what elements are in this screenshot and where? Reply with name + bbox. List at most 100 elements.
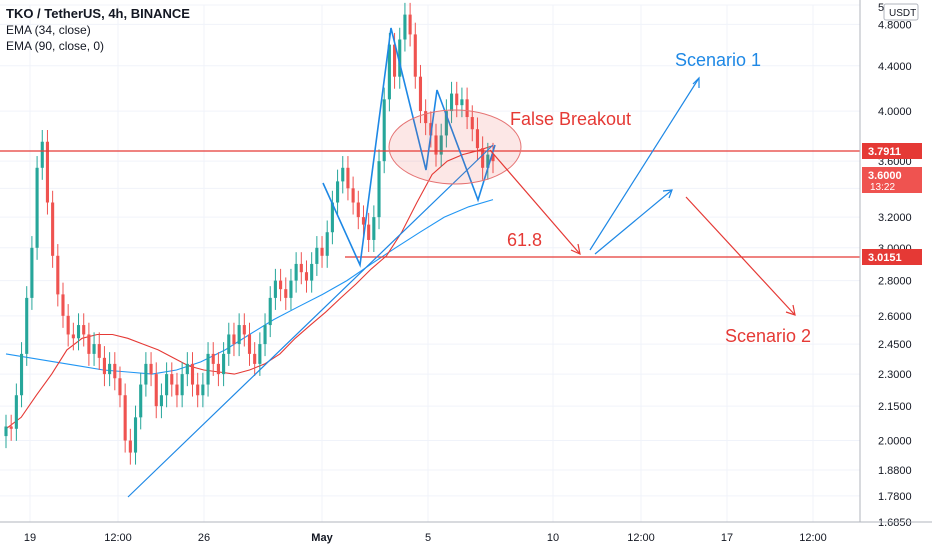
candle-up — [14, 395, 18, 429]
candle-up — [201, 384, 205, 396]
currency-badge[interactable] — [883, 3, 919, 21]
candle-up — [377, 161, 381, 218]
candle-up — [439, 135, 443, 155]
candle-up — [144, 363, 148, 385]
candle-up — [30, 247, 34, 298]
candle-up — [258, 344, 262, 364]
false-breakout-label: False Breakout — [510, 109, 631, 129]
candle-down — [9, 426, 13, 429]
ema34-line — [5, 145, 494, 430]
candle-up — [227, 334, 231, 354]
candle-down — [102, 357, 106, 375]
candle-up — [273, 280, 277, 298]
candle-down — [247, 334, 252, 354]
y-tick-label: 4.8000 — [878, 19, 912, 31]
candle-down — [434, 135, 438, 155]
candle-up — [341, 167, 345, 182]
x-tick-label: 17 — [721, 532, 733, 544]
candle-down — [393, 44, 397, 77]
candle-up — [372, 217, 376, 240]
x-tick-label: 12:00 — [627, 532, 655, 544]
y-tick-label: 4.0000 — [878, 106, 912, 118]
candle-up — [237, 325, 241, 345]
y-tick-label: 2.4500 — [878, 339, 912, 351]
candle-up — [76, 325, 81, 339]
arrowhead-scenario2 — [785, 304, 796, 316]
legend-ema34[interactable]: EMA (34, close) — [6, 23, 91, 37]
y-tick-label: 2.1500 — [878, 401, 912, 413]
resistance-tag-label: 3.7911 — [868, 146, 901, 158]
candle-down — [351, 188, 355, 203]
candle-down — [253, 353, 257, 364]
candle-down — [367, 224, 371, 240]
scenario2-arrow[interactable] — [685, 196, 796, 316]
countdown-label: 13:22 — [870, 182, 895, 193]
zigzag-pattern[interactable] — [322, 27, 496, 268]
candle-up — [444, 111, 448, 136]
trendline-lower[interactable] — [127, 144, 494, 498]
candle-up — [325, 232, 329, 256]
resistance-tag — [862, 143, 922, 159]
candle-down — [190, 363, 195, 385]
legend-title[interactable]: TKO / TetherUS, 4h, BINANCE — [6, 6, 190, 21]
candle-up — [25, 297, 29, 354]
candle-down — [408, 14, 412, 35]
candle-up — [403, 14, 407, 40]
candle-up — [206, 353, 210, 385]
last-price-tag-label: 3.6000 — [868, 170, 902, 182]
candle-up — [460, 99, 464, 106]
candle-up — [268, 297, 272, 326]
candle-down — [170, 374, 174, 385]
candle-down — [149, 363, 153, 375]
candle-up — [180, 374, 184, 396]
candle-down — [455, 93, 459, 106]
candle-down — [320, 247, 324, 256]
support-tag — [862, 249, 922, 265]
candle-down — [211, 353, 215, 364]
candle-down — [61, 294, 65, 316]
false-breakout-ellipse[interactable] — [388, 109, 522, 185]
candle-up — [165, 374, 169, 396]
candle-down — [284, 289, 288, 298]
candle-down — [196, 384, 200, 396]
candle-down — [82, 325, 86, 335]
candle-down — [216, 363, 220, 375]
candle-down — [465, 99, 469, 118]
scenario1-arrow-short[interactable] — [594, 189, 673, 255]
candle-down — [491, 154, 495, 162]
candle-down — [418, 76, 423, 112]
candle-up — [263, 325, 267, 345]
y-tick-label: 1.8800 — [878, 465, 912, 477]
candle-up — [387, 44, 391, 100]
candle-down — [232, 334, 236, 345]
candle-up — [185, 363, 189, 375]
candle-down — [123, 395, 127, 441]
scenario2-label: Scenario 2 — [725, 326, 811, 346]
candle-up — [310, 263, 314, 281]
candle-down — [242, 325, 246, 335]
candle-down — [118, 378, 122, 396]
candle-up — [4, 426, 8, 437]
candle-down — [481, 148, 485, 168]
projection-down-arrow[interactable] — [489, 149, 581, 255]
legend-ema90[interactable]: EMA (90, close, 0) — [6, 39, 105, 53]
candle-down — [175, 384, 179, 396]
y-tick-label: 2.8000 — [878, 276, 912, 288]
candle-down — [361, 217, 366, 225]
candle-up — [336, 181, 340, 203]
candle-up — [108, 363, 112, 375]
candle-up — [398, 39, 402, 77]
candle-up — [315, 247, 319, 264]
candle-down — [356, 202, 360, 218]
candle-up — [294, 263, 298, 281]
x-tick-label: 12:00 — [799, 532, 827, 544]
x-tick-labels[interactable]: 19 12:00 26 May 5 10 12:00 17 12:00 — [24, 532, 827, 544]
candle-down — [97, 344, 101, 358]
scenario1-label: Scenario 1 — [675, 50, 761, 70]
fib-label: 61.8 — [507, 230, 542, 250]
candle-up — [19, 353, 24, 396]
scenario1-arrow-long[interactable] — [589, 77, 700, 251]
candle-down — [128, 440, 132, 453]
candle-down — [66, 315, 70, 335]
